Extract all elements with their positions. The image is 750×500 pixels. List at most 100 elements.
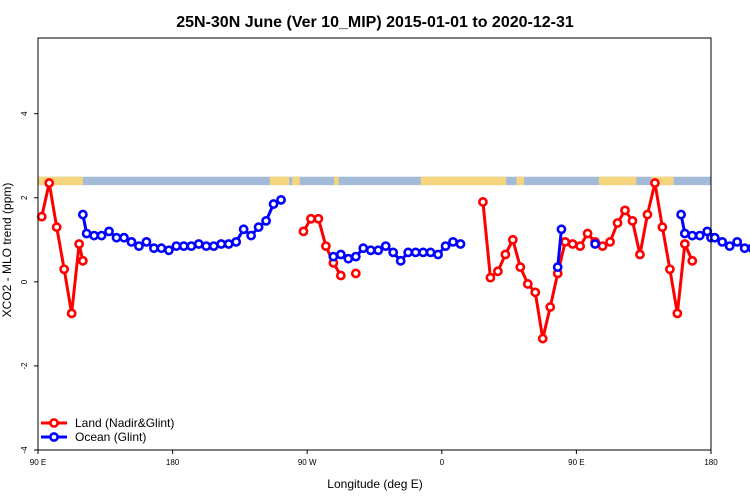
land-span <box>651 176 674 186</box>
data-point <box>709 232 720 243</box>
data-point <box>410 247 421 258</box>
data-point <box>395 255 406 266</box>
data-point <box>612 218 623 228</box>
data-point <box>492 266 503 277</box>
data-point <box>253 222 264 233</box>
data-point <box>567 239 578 249</box>
data-point <box>380 241 391 252</box>
data-point <box>328 251 339 262</box>
data-point <box>350 268 361 279</box>
land-ocean-strip <box>38 176 711 186</box>
x-tick-label: 90 E <box>568 458 584 467</box>
legend-marker <box>49 418 59 428</box>
data-point <box>313 213 324 224</box>
data-point <box>178 241 189 252</box>
legend-label: Land (Nadir&Glint) <box>75 416 174 430</box>
data-point <box>358 243 369 254</box>
data-point <box>350 251 361 262</box>
data-point <box>163 245 174 256</box>
data-point <box>485 272 496 283</box>
data-point <box>201 241 212 252</box>
data-point <box>500 249 511 260</box>
data-point <box>216 239 227 249</box>
data-point <box>657 222 668 233</box>
data-point <box>77 255 88 266</box>
data-point <box>231 236 242 247</box>
data-point <box>739 243 750 254</box>
land-span <box>334 176 339 186</box>
data-point <box>537 333 548 344</box>
land-span <box>598 176 637 186</box>
axis-ticks: 90 E 180 90 W 0 90 E 180 -4 -2 0 2 4 <box>20 111 718 467</box>
data-point <box>605 236 615 247</box>
data-point <box>44 178 55 188</box>
data-point <box>149 243 159 254</box>
data-point <box>575 241 586 252</box>
data-point <box>425 247 436 258</box>
data-point <box>732 236 743 247</box>
data-point <box>403 247 414 258</box>
chart-title: 25N-30N June (Ver 10_MIP) 2015-01-01 to … <box>176 14 574 31</box>
data-point <box>77 209 88 220</box>
data-point <box>134 241 144 252</box>
data-point <box>455 239 466 249</box>
data-point <box>74 239 85 249</box>
data-point <box>515 262 526 273</box>
data-point <box>687 255 698 266</box>
y-axis-label: XCO2 - MLO trend (ppm) <box>0 183 14 318</box>
land-span <box>38 176 83 186</box>
series-1 <box>77 194 750 273</box>
data-point <box>582 228 593 239</box>
data-point <box>36 211 47 222</box>
series-0 <box>36 178 698 344</box>
land-span <box>420 176 507 186</box>
data-point <box>530 287 541 298</box>
data-point <box>298 226 309 237</box>
data-point <box>642 209 653 220</box>
data-point <box>268 199 279 209</box>
data-point <box>694 230 705 241</box>
legend-label: Ocean (Glint) <box>75 430 146 444</box>
data-point <box>208 241 219 252</box>
y-tick-label: 4 <box>20 111 29 116</box>
data-point <box>66 308 77 319</box>
data-point <box>373 245 384 256</box>
x-axis-label: Longitude (deg E) <box>327 477 422 491</box>
data-point <box>418 247 429 258</box>
data-point <box>545 302 556 312</box>
data-point <box>186 241 197 252</box>
data-point <box>59 264 70 275</box>
data-point <box>664 264 675 275</box>
data-point <box>223 239 234 249</box>
data-point <box>717 236 728 247</box>
data-point <box>560 236 571 247</box>
land-span <box>269 176 290 186</box>
legend: Land (Nadir&Glint)Ocean (Glint) <box>41 416 174 444</box>
data-point <box>276 194 286 205</box>
data-point <box>388 247 399 258</box>
data-point <box>507 234 518 245</box>
data-point <box>320 241 331 252</box>
data-point <box>590 239 600 249</box>
y-tick-label: -4 <box>20 446 29 454</box>
x-tick-label: 90 W <box>298 458 317 467</box>
plot-frame <box>37 37 712 451</box>
data-point <box>365 245 376 256</box>
data-point <box>672 308 683 319</box>
data-point <box>104 226 114 237</box>
data-point <box>335 249 346 260</box>
data-point <box>552 262 563 273</box>
data-point <box>448 236 458 247</box>
data-point <box>627 215 638 226</box>
data-point <box>687 230 698 241</box>
y-tick-label: 0 <box>20 279 29 284</box>
x-tick-label: 180 <box>704 458 718 467</box>
x-tick-label: 90 E <box>30 458 46 467</box>
data-point <box>478 197 488 207</box>
data-point <box>597 241 608 252</box>
plot-area: 90 E 180 90 W 0 90 E 180 -4 -2 0 2 4 Land (Nadir&Gl… <box>20 37 750 467</box>
data-point <box>238 224 249 235</box>
data-point <box>679 228 690 239</box>
x-tick-label: 0 <box>440 458 445 467</box>
land-span <box>292 176 300 186</box>
